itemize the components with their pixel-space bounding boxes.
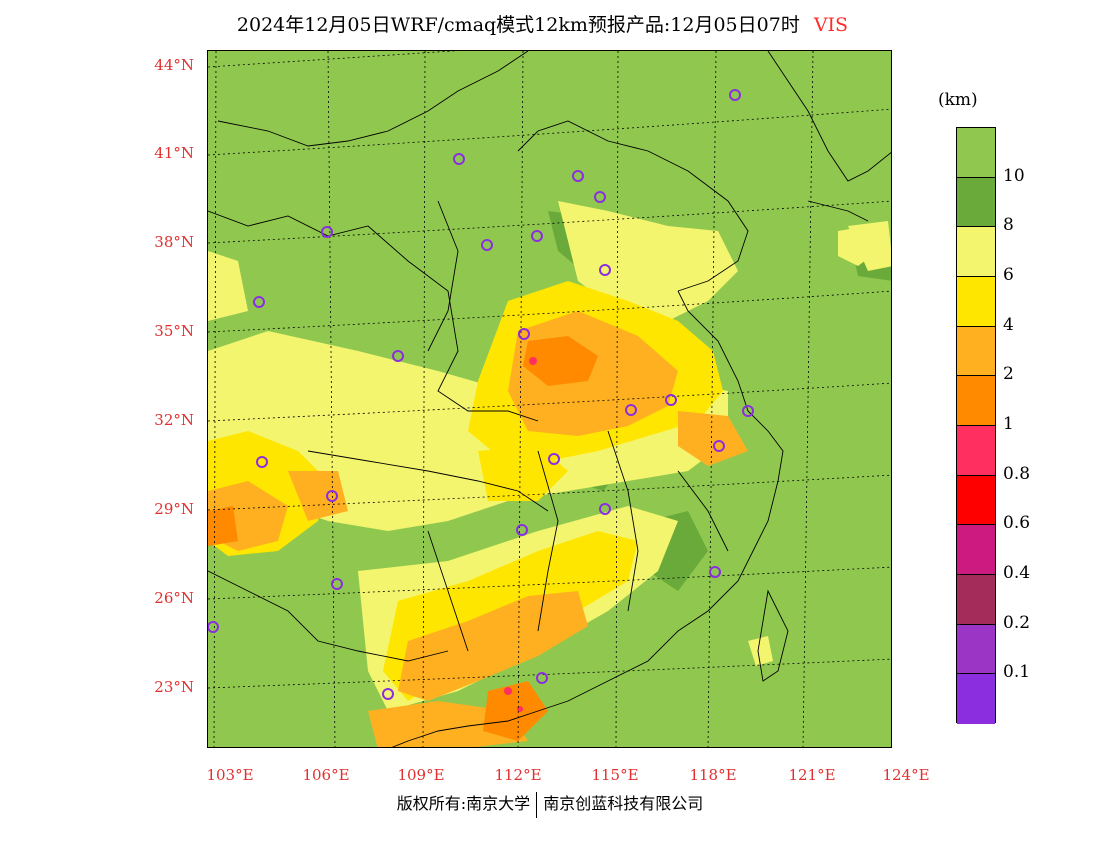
legend-colorbar	[956, 127, 996, 724]
latitude-label: 26°N	[154, 589, 194, 607]
longitude-label: 115°E	[591, 766, 639, 784]
legend-color-block	[957, 227, 995, 277]
title-main: 2024年12月05日WRF/cmaq模式12km预报产品:12月05日07时	[236, 14, 800, 36]
legend-label: 0.8	[1003, 463, 1031, 484]
visibility-2km-areas	[208, 311, 748, 747]
legend-label: 4	[1003, 314, 1014, 335]
latitude-label: 35°N	[154, 322, 194, 340]
credit-left: 版权所有:南京大学	[396, 794, 531, 813]
latitude-label: 38°N	[154, 233, 194, 251]
chart-title: 2024年12月05日WRF/cmaq模式12km预报产品:12月05日07时 V…	[0, 10, 1085, 37]
legend-color-block	[957, 128, 995, 178]
legend-color-block	[957, 475, 995, 526]
credit-right: 南京创蓝科技有限公司	[543, 794, 704, 813]
latitude-label: 32°N	[154, 411, 194, 429]
visibility-1km-areas	[208, 336, 598, 741]
latitude-label: 29°N	[154, 500, 194, 518]
legend-label: 0.1	[1003, 662, 1031, 683]
legend-color-block	[957, 624, 995, 675]
legend-label: 2	[1003, 364, 1014, 385]
legend-color-block	[957, 326, 995, 377]
legend-label: 0.2	[1003, 612, 1031, 633]
latitude-label: 41°N	[154, 144, 194, 162]
credit-line: 版权所有:南京大学 南京创蓝科技有限公司	[0, 790, 1100, 818]
credit-separator	[536, 791, 538, 818]
longitude-label: 109°E	[397, 766, 445, 784]
graticule	[208, 51, 891, 747]
visibility-0.8km-areas	[504, 357, 537, 712]
legend-label: 6	[1003, 265, 1014, 285]
longitude-label: 121°E	[788, 766, 836, 784]
legend-color-block	[957, 674, 995, 724]
map-canvas	[208, 51, 891, 747]
legend-color-block	[957, 376, 995, 426]
legend-color-block	[957, 574, 995, 625]
latitude-label: 23°N	[154, 678, 194, 696]
legend-label: 10	[1003, 165, 1025, 186]
longitude-label: 124°E	[882, 766, 930, 784]
legend-label: 0.4	[1003, 563, 1031, 583]
legend-label: 8	[1003, 215, 1014, 236]
visibility-map	[207, 50, 892, 748]
longitude-label: 106°E	[302, 766, 350, 784]
title-variable: VIS	[813, 14, 849, 36]
legend-color-block	[957, 425, 995, 476]
longitude-label: 118°E	[689, 766, 737, 784]
legend-color-block	[957, 525, 995, 575]
legend-units: (km)	[938, 90, 978, 110]
latitude-label: 44°N	[154, 56, 194, 74]
legend-label: 1	[1003, 414, 1014, 434]
visibility-6km-sea	[748, 226, 878, 666]
legend-color-block	[957, 276, 995, 327]
legend-color-block	[957, 177, 995, 228]
boundaries	[208, 51, 891, 747]
longitude-label: 112°E	[494, 766, 542, 784]
station-markers	[208, 89, 754, 700]
legend-label: 0.6	[1003, 513, 1031, 534]
longitude-label: 103°E	[206, 766, 254, 784]
